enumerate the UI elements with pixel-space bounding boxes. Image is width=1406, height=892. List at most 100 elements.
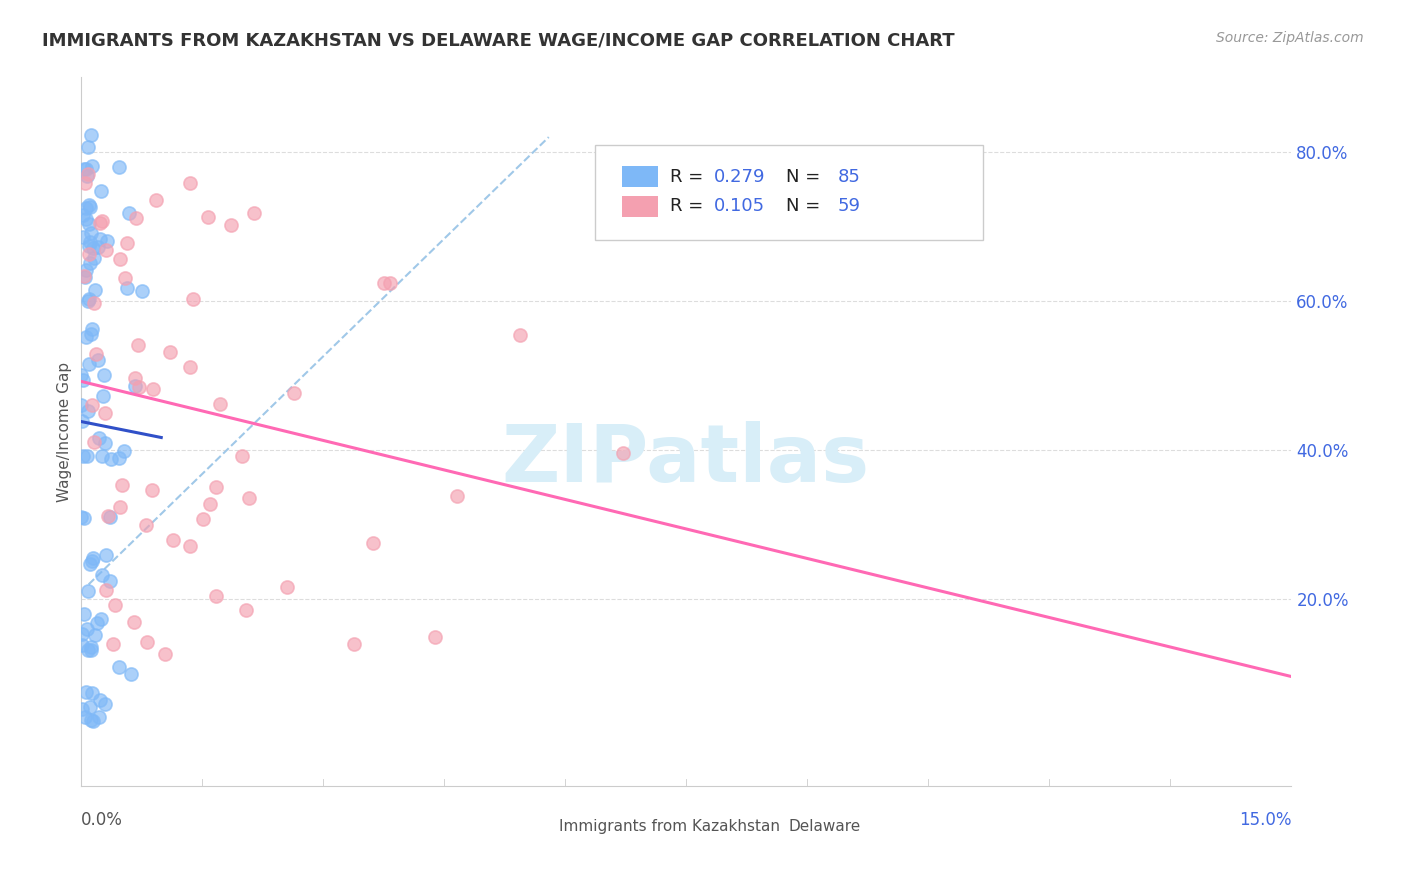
Point (159, 345, 181, 359)
Point (75, 330, 97, 344)
Point (73, 268, 96, 283)
Point (93, 368, 115, 383)
Point (70, 398, 93, 412)
Point (181, 292, 204, 306)
Point (108, 500, 131, 514)
Point (72, 229, 94, 244)
Point (91, 389, 114, 403)
Text: R =: R = (671, 197, 709, 215)
Point (76, 169, 98, 184)
Point (127, 337, 149, 351)
Point (142, 382, 165, 396)
Point (94, 582, 117, 597)
Point (75, 201, 97, 215)
Point (179, 540, 201, 554)
Point (136, 634, 159, 648)
Point (79, 235, 101, 250)
Point (90, 184, 112, 198)
Point (107, 160, 129, 174)
Point (198, 497, 221, 511)
Point (110, 477, 132, 491)
Point (204, 480, 226, 494)
Point (82, 714, 104, 728)
Point (70, 701, 93, 715)
Point (79, 292, 101, 306)
Text: 0.0%: 0.0% (80, 811, 122, 829)
Point (73, 607, 96, 621)
Point (82, 241, 104, 255)
Point (79, 200, 101, 214)
Point (83, 434, 105, 449)
Point (128, 380, 150, 394)
Point (97, 508, 120, 523)
Point (80, 643, 103, 657)
Point (108, 450, 131, 465)
Point (76, 685, 98, 699)
Point (87, 352, 110, 367)
Point (124, 371, 146, 385)
Point (118, 205, 141, 219)
Text: N =: N = (786, 197, 827, 215)
Point (83, 251, 105, 265)
Text: N =: N = (786, 168, 827, 186)
Point (219, 218, 242, 232)
Point (94, 406, 117, 420)
Point (124, 378, 146, 392)
Text: Delaware: Delaware (789, 819, 860, 834)
Point (93, 697, 115, 711)
Point (90, 214, 112, 228)
Point (77, 140, 100, 154)
FancyBboxPatch shape (595, 145, 983, 240)
Point (153, 647, 176, 661)
Point (87, 431, 110, 445)
Point (94, 436, 117, 450)
Text: R =: R = (671, 168, 709, 186)
Point (209, 397, 232, 411)
Point (101, 637, 124, 651)
Point (125, 211, 148, 226)
Point (70, 510, 93, 524)
Point (84, 628, 107, 642)
Point (283, 385, 305, 400)
Point (90, 612, 112, 626)
Point (79, 247, 101, 261)
Point (77, 293, 100, 308)
Point (145, 193, 167, 207)
Point (179, 360, 201, 375)
Point (73, 511, 96, 525)
Point (87, 240, 110, 254)
Point (100, 452, 122, 467)
Point (89, 692, 111, 706)
Point (98, 509, 121, 524)
Point (204, 589, 226, 603)
Text: 0.279: 0.279 (714, 168, 765, 186)
Point (108, 660, 131, 674)
Point (238, 491, 260, 505)
Point (91, 449, 114, 463)
Bar (621, 166, 658, 187)
Point (77, 239, 100, 253)
Point (135, 518, 157, 533)
Point (115, 236, 138, 251)
Point (231, 449, 253, 463)
Point (96, 243, 118, 257)
Point (96, 548, 118, 562)
Point (423, 630, 446, 644)
Point (108, 252, 131, 266)
Point (72, 208, 94, 222)
Point (83, 295, 105, 310)
Point (87, 709, 110, 723)
Text: 85: 85 (838, 168, 860, 186)
Point (76, 642, 98, 657)
Point (179, 176, 201, 190)
Point (77, 167, 100, 181)
Point (80, 226, 103, 240)
Point (79, 557, 101, 571)
Point (276, 580, 298, 594)
Point (82, 398, 104, 412)
Point (70, 414, 93, 428)
Point (77, 198, 100, 212)
Point (72, 373, 94, 387)
Point (72, 449, 94, 463)
Point (89, 216, 111, 230)
